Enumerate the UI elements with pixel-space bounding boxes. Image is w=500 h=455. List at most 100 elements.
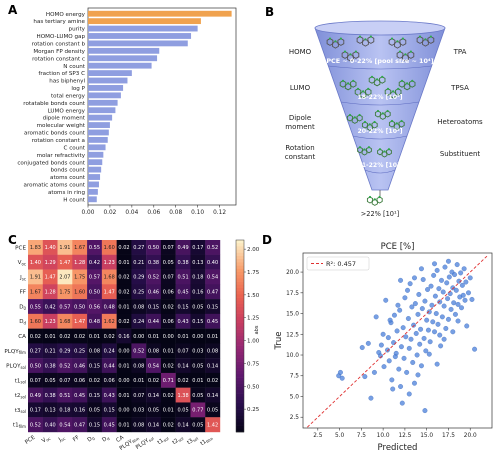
colorbar-segment xyxy=(236,339,244,343)
colorbar-segment xyxy=(236,265,244,270)
x-tick-label: Jsc xyxy=(57,435,66,444)
scatter-point xyxy=(419,363,424,369)
category-label: Morgan FP density xyxy=(33,49,85,55)
heatmap-cell xyxy=(87,343,103,359)
colorbar-tick-label: 0.75 xyxy=(247,361,260,367)
molecule-atom xyxy=(404,53,407,56)
heatmap-cell xyxy=(28,358,43,374)
category-label: HOMO-LUMO gap xyxy=(37,34,86,40)
colorbar-label: abs xyxy=(254,325,260,334)
heatmap-cell xyxy=(160,343,176,359)
heatmap-value: 0.06 xyxy=(163,319,174,325)
stage-left-label: LUMO xyxy=(290,84,311,92)
scatter-point xyxy=(461,266,467,272)
molecule-atom xyxy=(368,195,372,199)
heatmap-value: 1.62 xyxy=(104,319,115,325)
heatmap-cell xyxy=(190,269,206,285)
molecule-atom xyxy=(390,37,394,40)
heatmap-cell xyxy=(175,269,191,285)
scatter-point xyxy=(437,299,443,305)
panel-label-b: B xyxy=(265,5,274,19)
molecule-atom xyxy=(343,50,347,53)
scatter-point xyxy=(362,374,368,380)
molecule-ring xyxy=(361,121,369,129)
heatmap-value: 0.07 xyxy=(163,275,174,281)
heatmap-value: 0.07 xyxy=(30,378,41,384)
category-label: dipole moment xyxy=(43,116,86,122)
colorbar-segment xyxy=(236,288,244,292)
bar xyxy=(88,144,106,151)
bar xyxy=(88,151,104,158)
heatmap-value: 1.28 xyxy=(45,289,56,295)
heatmap-cell xyxy=(116,387,132,403)
stage-left-label: Rotation xyxy=(285,144,314,152)
y-tick-label: 7.5 xyxy=(290,374,300,380)
heatmap-cell xyxy=(101,284,117,300)
heatmap-cell xyxy=(42,417,58,433)
scatter-point xyxy=(415,372,421,378)
heatmap-value: 0.02 xyxy=(178,378,189,384)
heatmap-value: 0.08 xyxy=(148,349,159,355)
heatmap-cell xyxy=(42,284,58,300)
molecule-atom xyxy=(392,90,395,93)
heatmap-value: 0.52 xyxy=(207,245,218,251)
category-label: has biphenyl xyxy=(49,79,85,85)
heatmap-value: 1.28 xyxy=(74,260,85,266)
heatmap-value: 0.15 xyxy=(89,393,100,399)
heatmap-cell xyxy=(72,254,88,270)
heatmap-cell xyxy=(205,328,221,344)
heatmap-cell xyxy=(146,299,162,315)
heatmap-cell xyxy=(72,313,88,329)
y-tick-label: t1film xyxy=(13,423,26,429)
stage-divider xyxy=(340,101,420,106)
legend-box xyxy=(306,256,370,271)
heatmap-value: 0.18 xyxy=(192,275,203,281)
heatmap-cell xyxy=(146,313,162,329)
heatmap-cell xyxy=(72,299,88,315)
molecule-atom xyxy=(349,53,352,56)
x-tick-label: FF xyxy=(72,435,81,444)
colorbar-segment xyxy=(236,380,244,385)
x-tick-label: D0 xyxy=(87,434,97,443)
heatmap-cell xyxy=(205,417,221,433)
molecule-atom xyxy=(358,113,361,117)
molecule-atom xyxy=(347,82,350,85)
category-label: rotation constant a xyxy=(32,138,85,144)
scatter-point xyxy=(446,316,451,322)
heatmap-cell xyxy=(28,284,43,300)
bar xyxy=(88,107,116,114)
scatter-point xyxy=(338,369,343,375)
heatmap-value: 1.83 xyxy=(30,245,41,251)
scatter-point xyxy=(400,325,406,331)
molecule-atom xyxy=(386,109,389,113)
heatmap-value: 0.02 xyxy=(163,422,174,428)
stage-left-label: constant xyxy=(285,153,316,161)
heatmap-cell xyxy=(101,240,117,255)
heatmap-value: 0.02 xyxy=(89,378,100,384)
heatmap-cell xyxy=(42,254,58,270)
scatter-point xyxy=(438,343,444,349)
heatmap-cell xyxy=(175,358,191,374)
heatmap-value: 0.00 xyxy=(118,408,129,414)
heatmap-cell xyxy=(28,387,43,403)
heatmap-value: 0.17 xyxy=(30,408,41,414)
heatmap-cell xyxy=(190,358,206,374)
molecule-ring xyxy=(377,148,383,156)
molecule-ring xyxy=(409,80,416,88)
heatmap-value: 0.54 xyxy=(59,422,70,428)
heatmap-value: 0.00 xyxy=(118,378,129,384)
heatmap-value: 0.48 xyxy=(89,319,100,325)
heatmap-cell xyxy=(72,269,88,285)
heatmap-cell xyxy=(131,372,147,388)
molecule-ring xyxy=(356,36,364,44)
molecule-ring xyxy=(388,120,396,128)
heatmap-value: 0.02 xyxy=(207,378,218,384)
scatter-point xyxy=(460,292,466,298)
heatmap-cell xyxy=(190,387,206,403)
molecule-atom xyxy=(418,35,422,38)
scatter-point xyxy=(412,380,417,386)
heatmap-cell xyxy=(116,284,132,300)
category-label: rotation constant b xyxy=(32,41,86,47)
heatmap-value: 0.52 xyxy=(133,349,144,355)
scatter-point xyxy=(432,329,437,335)
